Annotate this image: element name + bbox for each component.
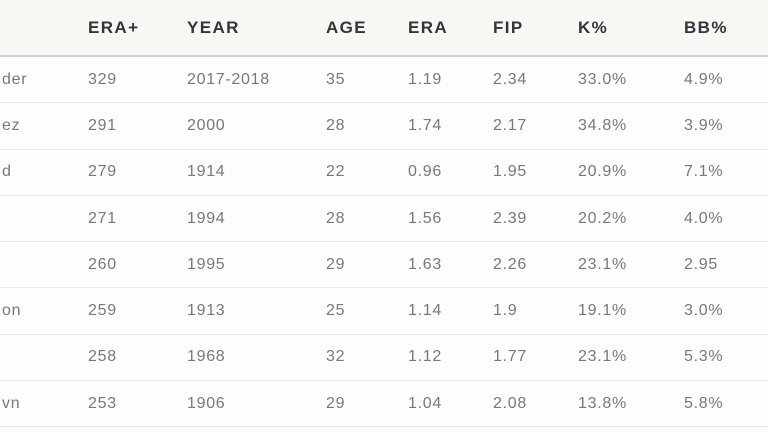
cell-k-pct: 23.1%: [578, 348, 627, 366]
cell-fip: 1.9: [493, 302, 518, 320]
cell-fip: 2.08: [493, 394, 527, 412]
cell-era: 1.56: [408, 209, 442, 227]
cell-age: 28: [326, 116, 346, 134]
cell-k-pct: 13.8%: [578, 394, 627, 412]
cell-era: 1.04: [408, 394, 442, 412]
cell-era: 0.96: [408, 163, 442, 181]
cell-fip: 2.26: [493, 255, 527, 273]
cell-k-pct: 20.9%: [578, 163, 627, 181]
cell-era-plus: 260: [88, 255, 117, 273]
cell-era-plus: 259: [88, 302, 117, 320]
player-name-fragment: on: [2, 302, 22, 320]
table-header-row: ERA+ YEAR AGE ERA FIP K% BB%: [0, 0, 768, 57]
cell-year: 1913: [187, 302, 226, 320]
cell-year: 1968: [187, 348, 226, 366]
cell-bb-pct: 4.0%: [684, 209, 724, 227]
cell-era-plus: 258: [88, 348, 117, 366]
table-row: ez 291 2000 28 1.74 2.17 34.8% 3.9%: [0, 103, 768, 150]
cell-fip: 2.34: [493, 70, 527, 88]
cell-bb-pct: 2.95: [684, 255, 718, 273]
table-row: 260 1995 29 1.63 2.26 23.1% 2.95: [0, 242, 768, 289]
column-header-k-pct[interactable]: K%: [578, 17, 609, 37]
column-header-era[interactable]: ERA: [408, 17, 449, 37]
cell-bb-pct: 3.9%: [684, 116, 724, 134]
column-header-year[interactable]: YEAR: [187, 17, 240, 37]
cell-bb-pct: 5.8%: [684, 394, 724, 412]
cell-age: 35: [326, 70, 346, 88]
column-header-era-plus[interactable]: ERA+: [88, 17, 140, 37]
cell-era-plus: 279: [88, 163, 117, 181]
cell-year: 1914: [187, 163, 226, 181]
cell-age: 28: [326, 209, 346, 227]
cell-k-pct: 19.1%: [578, 302, 627, 320]
cell-year: 1995: [187, 255, 226, 273]
cell-bb-pct: 7.1%: [684, 163, 724, 181]
cell-bb-pct: 3.0%: [684, 302, 724, 320]
cell-era: 1.74: [408, 116, 442, 134]
cell-bb-pct: 4.9%: [684, 70, 724, 88]
cell-era: 1.63: [408, 255, 442, 273]
cell-era-plus: 253: [88, 394, 117, 412]
cell-age: 32: [326, 348, 346, 366]
cell-fip: 1.77: [493, 348, 527, 366]
cell-age: 29: [326, 255, 346, 273]
cell-fip: 2.17: [493, 116, 527, 134]
player-name-fragment: ez: [2, 116, 21, 134]
cell-year: 2000: [187, 116, 226, 134]
cell-era-plus: 271: [88, 209, 117, 227]
cell-era: 1.14: [408, 302, 442, 320]
player-name-fragment: d: [2, 163, 12, 181]
column-header-fip[interactable]: FIP: [493, 17, 524, 37]
cell-era: 1.12: [408, 348, 442, 366]
cell-k-pct: 20.2%: [578, 209, 627, 227]
cell-era-plus: 291: [88, 116, 117, 134]
cell-age: 29: [326, 394, 346, 412]
column-header-bb-pct[interactable]: BB%: [684, 17, 728, 37]
column-header-age[interactable]: AGE: [326, 17, 368, 37]
cell-age: 22: [326, 163, 346, 181]
cell-year: 1994: [187, 209, 226, 227]
table-row: 271 1994 28 1.56 2.39 20.2% 4.0%: [0, 195, 768, 243]
table-row: on 259 1913 25 1.14 1.9 19.1% 3.0%: [0, 288, 768, 335]
cell-era: 1.19: [408, 70, 442, 88]
cell-k-pct: 23.1%: [578, 255, 627, 273]
cell-age: 25: [326, 302, 346, 320]
cell-bb-pct: 5.3%: [684, 348, 724, 366]
cell-fip: 1.95: [493, 163, 527, 181]
cell-year: 2017-2018: [187, 70, 270, 88]
table-row: vn 253 1906 29 1.04 2.08 13.8% 5.8%: [0, 381, 768, 428]
player-name-fragment: der: [2, 70, 28, 88]
table-row: der 329 2017-2018 35 1.19 2.34 33.0% 4.9%: [0, 57, 768, 104]
table-row: 258 1968 32 1.12 1.77 23.1% 5.3%: [0, 334, 768, 382]
cell-era-plus: 329: [88, 70, 117, 88]
player-name-fragment: vn: [2, 394, 21, 412]
cell-k-pct: 33.0%: [578, 70, 627, 88]
cell-k-pct: 34.8%: [578, 116, 627, 134]
cell-fip: 2.39: [493, 209, 527, 227]
table-row: d 279 1914 22 0.96 1.95 20.9% 7.1%: [0, 149, 768, 196]
table-body: der 329 2017-2018 35 1.19 2.34 33.0% 4.9% ez 291 2…: [0, 57, 768, 428]
cell-year: 1906: [187, 394, 226, 412]
